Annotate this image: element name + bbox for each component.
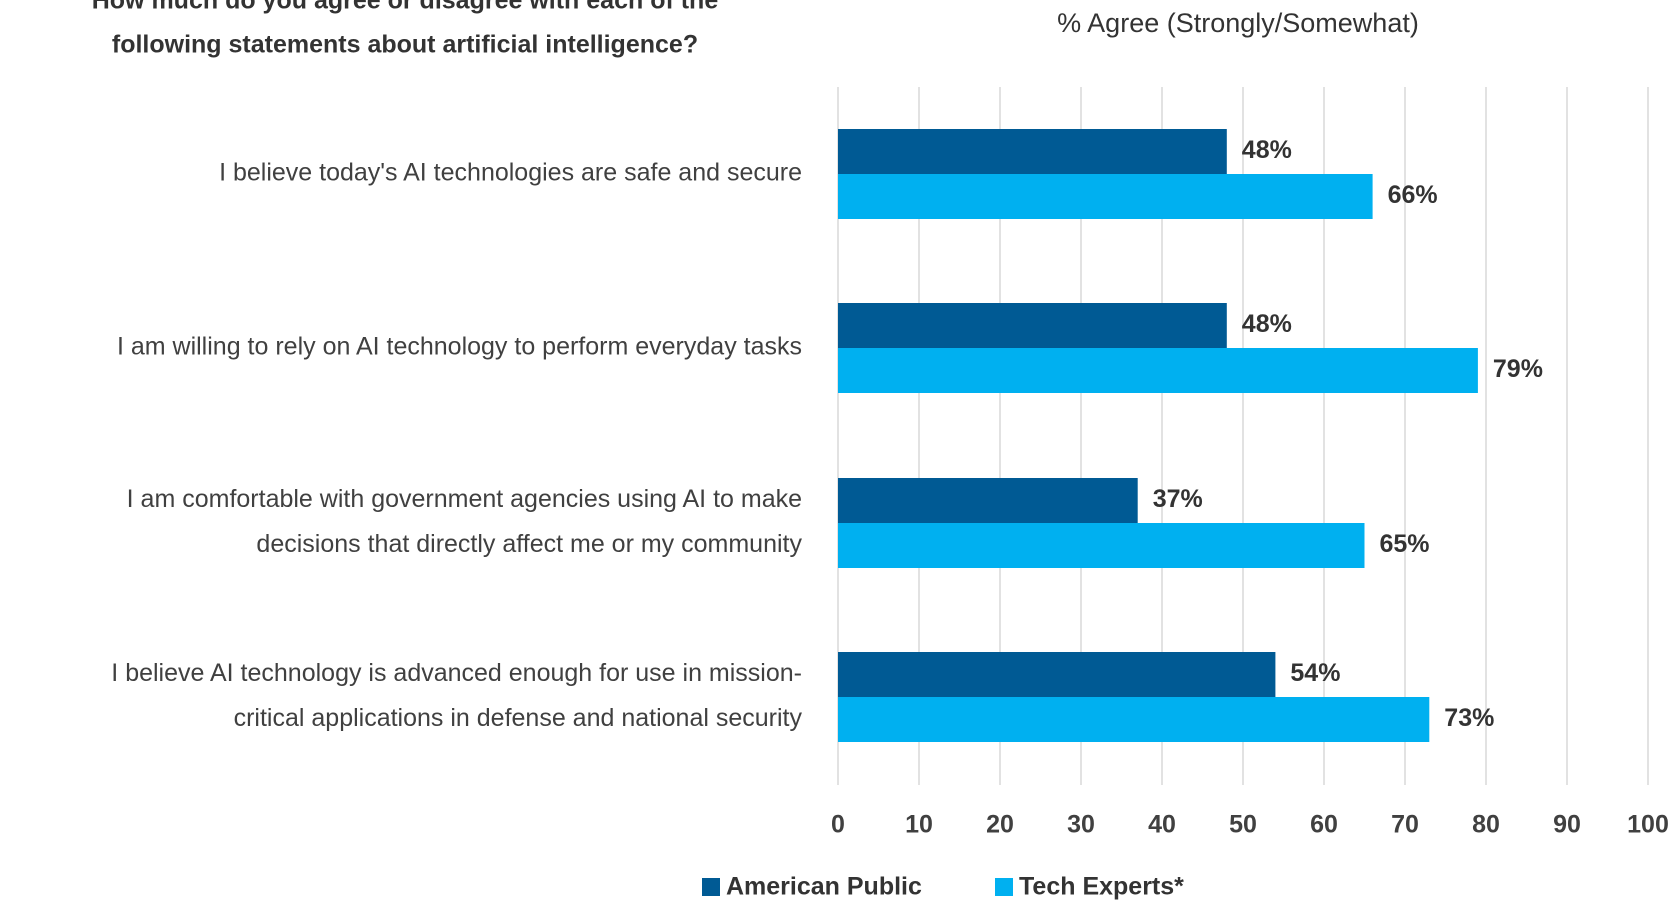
bar [838,174,1373,219]
legend-label: Tech Experts* [1019,873,1184,901]
x-tick-label: 20 [986,811,1014,839]
value-label: 37% [1153,485,1203,513]
x-tick-label: 100 [1627,811,1669,839]
x-tick-label: 80 [1472,811,1500,839]
bar [838,348,1478,393]
legend-label: American Public [726,873,922,901]
chart-title: following statements about artificial in… [112,31,698,59]
category-label: critical applications in defense and nat… [234,704,803,732]
legend-swatch [702,878,720,896]
x-tick-label: 10 [905,811,933,839]
category-label: I am comfortable with government agencie… [127,485,802,513]
x-tick-label: 0 [831,811,845,839]
x-tick-label: 90 [1553,811,1581,839]
category-label: decisions that directly affect me or my … [256,530,802,558]
value-label: 54% [1290,659,1340,687]
value-label: 73% [1444,704,1494,732]
x-tick-label: 40 [1148,811,1176,839]
x-tick-label: 60 [1310,811,1338,839]
category-label: I believe today's AI technologies are sa… [219,159,802,187]
value-label: 66% [1388,181,1438,209]
legend-swatch [995,878,1013,896]
category-label: I believe AI technology is advanced enou… [111,659,802,687]
bar [838,523,1365,568]
bar [838,652,1276,697]
bar [838,478,1138,523]
bar [838,697,1430,742]
bar [838,303,1227,348]
value-label: 48% [1242,136,1292,164]
value-label: 48% [1242,310,1292,338]
x-tick-label: 50 [1229,811,1257,839]
value-label: 79% [1493,355,1543,383]
category-label: I am willing to rely on AI technology to… [117,333,802,361]
x-tick-label: 30 [1067,811,1095,839]
bar [838,129,1227,174]
chart-title: How much do you agree or disagree with e… [92,0,719,15]
value-label: 65% [1380,530,1430,558]
x-tick-label: 70 [1391,811,1419,839]
chart-subtitle: % Agree (Strongly/Somewhat) [1057,8,1419,38]
